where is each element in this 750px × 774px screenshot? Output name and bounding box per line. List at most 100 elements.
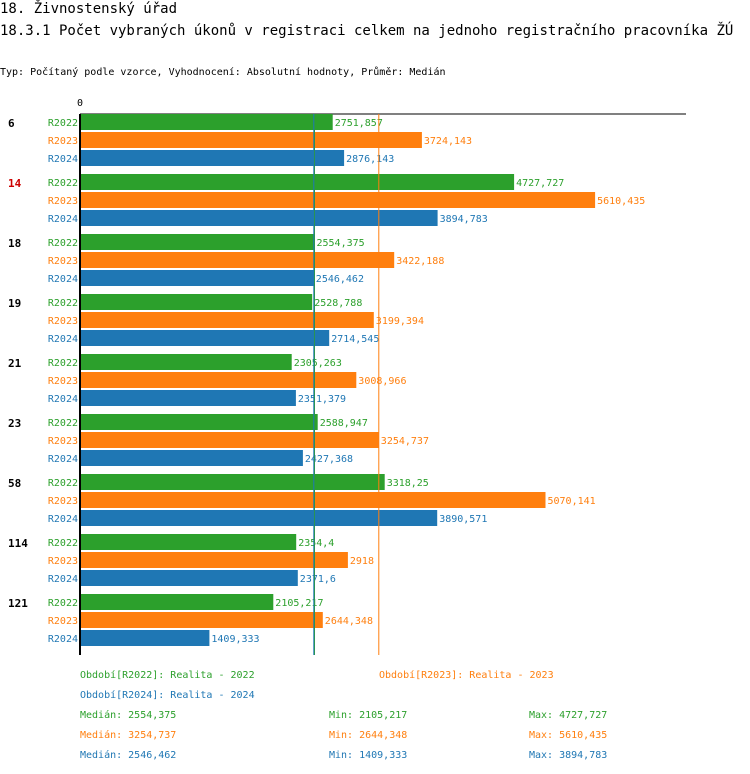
series-label: R2024: [48, 154, 78, 165]
series-label: R2023: [48, 616, 78, 627]
category-label: 6: [8, 117, 15, 130]
data-label: 5070,141: [548, 496, 596, 507]
category-label: 23: [8, 417, 21, 430]
bar: [80, 114, 333, 130]
bar: [80, 270, 314, 286]
data-label: 3318,25: [387, 478, 429, 489]
category-label: 58: [8, 477, 21, 490]
bar: [80, 414, 318, 430]
data-label: 5610,435: [597, 196, 645, 207]
bar: [80, 390, 296, 406]
series-label: R2022: [48, 178, 78, 189]
series-label: R2024: [48, 274, 78, 285]
category-label: 114: [8, 537, 28, 550]
data-label: 3894,783: [440, 214, 488, 225]
series-label: R2024: [48, 394, 78, 405]
legend-r2023: Období[R2023]: Realita - 2023: [379, 670, 554, 681]
data-label: 2371,6: [300, 574, 336, 585]
bar: [80, 432, 379, 448]
series-label: R2024: [48, 634, 78, 645]
chart-type-info: Typ: Počítaný podle vzorce, Vyhodnocení:…: [0, 67, 446, 78]
data-label: 3008,966: [358, 376, 406, 387]
bar: [80, 354, 292, 370]
category-label: 21: [8, 357, 22, 370]
bar: [80, 150, 345, 166]
bar: [80, 570, 298, 586]
series-label: R2022: [48, 298, 78, 309]
stat-max-r2024: Max: 3894,783: [529, 750, 608, 761]
data-label: 2751,857: [335, 118, 383, 129]
data-label: 2354,4: [298, 538, 334, 549]
bar: [80, 594, 274, 610]
series-label: R2023: [48, 436, 78, 447]
bar: [80, 492, 546, 508]
x-axis-zero-label: 0: [77, 98, 83, 109]
stat-min-r2024: Min: 1409,333: [329, 750, 408, 761]
data-label: 2918: [350, 556, 374, 567]
category-label: 19: [8, 297, 21, 310]
series-label: R2022: [48, 238, 78, 249]
stat-median-r2022: Medián: 2554,375: [80, 710, 177, 721]
series-label: R2024: [48, 214, 78, 225]
bar: [80, 534, 297, 550]
series-label: R2022: [48, 118, 78, 129]
data-label: 2876,143: [346, 154, 394, 165]
bar-chart: 0 6 R2022 2751,857 R2023 3724,143 R2024 2876,14…: [8, 98, 686, 655]
legend-r2022: Období[R2022]: Realita - 2022: [80, 670, 255, 681]
data-label: 1409,333: [211, 634, 259, 645]
stat-min-r2023: Min: 2644,348: [329, 730, 408, 741]
data-label: 2427,368: [305, 454, 353, 465]
series-label: R2024: [48, 514, 78, 525]
series-label: R2022: [48, 358, 78, 369]
category-label: 14: [8, 177, 22, 190]
bar: [80, 252, 395, 268]
data-label: 2528,788: [314, 298, 362, 309]
series-label: R2023: [48, 136, 78, 147]
bar: [80, 510, 438, 526]
series-label: R2023: [48, 256, 78, 267]
series-label: R2022: [48, 418, 78, 429]
data-label: 2305,263: [294, 358, 342, 369]
series-label: R2022: [48, 478, 78, 489]
data-label: 3724,143: [424, 136, 472, 147]
stat-max-r2022: Max: 4727,727: [529, 710, 608, 721]
data-label: 2554,375: [317, 238, 365, 249]
bar: [80, 210, 438, 226]
bar: [80, 132, 422, 148]
series-label: R2023: [48, 496, 78, 507]
series-label: R2023: [48, 556, 78, 567]
series-label: R2022: [48, 538, 78, 549]
category-label: 18: [8, 237, 21, 250]
bar: [80, 174, 515, 190]
legend-r2024: Období[R2024]: Realita - 2024: [80, 690, 255, 701]
series-label: R2023: [48, 376, 78, 387]
data-label: 3199,394: [376, 316, 424, 327]
series-label: R2024: [48, 574, 78, 585]
series-label: R2024: [48, 334, 78, 345]
data-label: 2105,217: [275, 598, 323, 609]
chart-title: 18.3.1 Počet vybraných úkonů v registrac…: [0, 23, 734, 39]
stat-median-r2024: Medián: 2546,462: [80, 750, 177, 761]
data-label: 2546,462: [316, 274, 364, 285]
bar: [80, 372, 357, 388]
page-title: 18. Živnostenský úřad: [0, 1, 178, 17]
stat-max-r2023: Max: 5610,435: [529, 730, 608, 741]
data-label: 3890,571: [439, 514, 487, 525]
data-label: 3254,737: [381, 436, 429, 447]
data-label: 3422,188: [396, 256, 444, 267]
bar: [80, 330, 330, 346]
series-label: R2024: [48, 454, 78, 465]
bar: [80, 552, 348, 568]
bar: [80, 234, 315, 250]
bar: [80, 192, 596, 208]
category-label: 121: [8, 597, 28, 610]
series-label: R2023: [48, 196, 78, 207]
data-label: 2644,348: [325, 616, 373, 627]
stat-min-r2022: Min: 2105,217: [329, 710, 408, 721]
data-label: 2714,545: [331, 334, 379, 345]
stat-median-r2023: Medián: 3254,737: [80, 730, 177, 741]
data-label: 2351,379: [298, 394, 346, 405]
series-label: R2023: [48, 316, 78, 327]
bar: [80, 450, 303, 466]
bar: [80, 294, 313, 310]
